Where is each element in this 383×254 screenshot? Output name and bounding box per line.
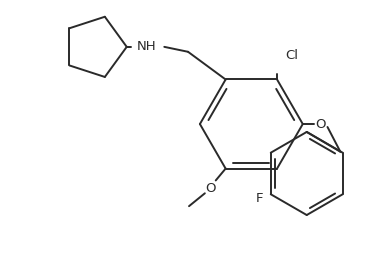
Text: F: F [255, 192, 263, 205]
Text: Cl: Cl [285, 49, 298, 62]
Text: O: O [315, 118, 326, 131]
Text: NH: NH [137, 40, 156, 53]
Text: O: O [206, 182, 216, 195]
